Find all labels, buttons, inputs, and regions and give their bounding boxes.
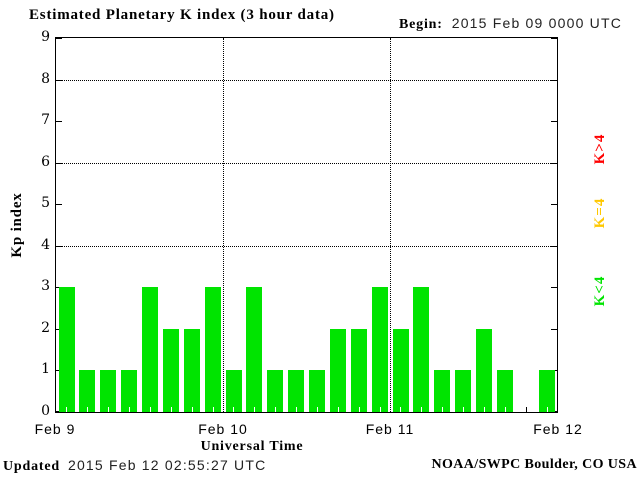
x-minor-tick: [547, 407, 548, 412]
kp-bar: [267, 370, 283, 412]
x-tick-label: Feb 12: [533, 421, 583, 437]
x-minor-tick: [380, 407, 381, 412]
footer-credit: NOAA/SWPC Boulder, CO USA: [431, 457, 637, 472]
kp-bar: [497, 370, 513, 412]
kp-bar: [205, 287, 221, 412]
x-minor-tick: [463, 407, 464, 412]
y-tick-label: 6: [41, 154, 50, 170]
x-minor-tick: [275, 407, 276, 412]
kp-bar: [455, 370, 471, 412]
kp-bar: [226, 370, 242, 412]
legend-item-k-eq-4: K=4: [592, 197, 608, 229]
begin-row: Begin: 2015 Feb 09 0000 UTC: [399, 15, 622, 33]
x-minor-tick: [150, 407, 151, 412]
chart-title: Estimated Planetary K index (3 hour data…: [29, 7, 335, 23]
legend-item-k-lt-4: K<4: [592, 275, 608, 307]
x-minor-tick: [484, 407, 485, 412]
kp-bar: [288, 370, 304, 412]
y-tick-label: 2: [41, 320, 50, 336]
y-tick-label: 5: [41, 195, 50, 211]
x-minor-tick: [254, 407, 255, 412]
y-tick-mark: [551, 80, 557, 81]
y-tick-mark: [56, 204, 62, 205]
x-minor-tick: [400, 407, 401, 412]
y-tick-label: 4: [41, 237, 50, 253]
kp-bar: [79, 370, 95, 412]
plot-area: [55, 37, 558, 413]
y-tick-label: 8: [41, 71, 50, 87]
x-minor-tick: [421, 407, 422, 412]
y-tick-label: 1: [41, 361, 50, 377]
kp-bar: [476, 329, 492, 412]
x-tick-label: Feb 11: [365, 421, 415, 437]
day-divider-feb-11: [390, 38, 391, 412]
updated-value: 2015 Feb 12 02:55:27 UTC: [67, 457, 267, 473]
kp-bar: [413, 287, 429, 412]
y-axis-title: Kp index: [9, 192, 25, 258]
y-tick-label: 9: [41, 29, 50, 45]
x-minor-tick: [359, 407, 360, 412]
updated-label: Updated: [3, 459, 60, 474]
x-minor-tick: [233, 407, 234, 412]
kp-bar: [246, 287, 262, 412]
y-tick-mark: [551, 329, 557, 330]
legend-item-k-gt-4: K>4: [592, 133, 608, 165]
y-tick-label: 7: [41, 112, 50, 128]
y-tick-mark: [56, 163, 62, 164]
day-divider-feb-10: [223, 38, 224, 412]
x-minor-tick: [66, 407, 67, 412]
y-tick-mark: [551, 38, 557, 39]
x-minor-tick: [108, 407, 109, 412]
kp-bar: [330, 329, 346, 412]
y-tick-mark: [56, 246, 62, 247]
kp-bar: [393, 329, 409, 412]
kp-bar: [142, 287, 158, 412]
y-tick-mark: [551, 204, 557, 205]
x-minor-tick: [213, 407, 214, 412]
kp-bar: [309, 370, 325, 412]
gridline-kp-8: [56, 79, 557, 81]
y-tick-mark: [551, 287, 557, 288]
x-minor-tick: [338, 407, 339, 412]
x-minor-tick: [192, 407, 193, 412]
x-minor-tick: [526, 407, 527, 412]
y-tick-mark: [551, 121, 557, 122]
x-axis-title: Universal Time: [200, 439, 304, 454]
kp-bar: [539, 370, 555, 412]
x-minor-tick: [296, 407, 297, 412]
y-tick-label: 3: [41, 278, 50, 294]
y-tick-mark: [56, 121, 62, 122]
x-minor-tick: [317, 407, 318, 412]
kp-bar: [372, 287, 388, 412]
x-minor-tick: [87, 407, 88, 412]
y-tick-mark: [56, 38, 62, 39]
y-tick-mark: [551, 246, 557, 247]
y-tick-mark: [551, 163, 557, 164]
y-tick-label: 0: [41, 403, 50, 419]
begin-value: 2015 Feb 09 0000 UTC: [451, 15, 623, 31]
kp-bar: [59, 287, 75, 412]
x-minor-tick: [442, 407, 443, 412]
x-tick-label: Feb 10: [198, 421, 248, 437]
kp-bar: [184, 329, 200, 412]
gridline-kp-6: [56, 162, 557, 164]
gridline-kp-4: [56, 245, 557, 247]
x-tick-label: Feb 9: [34, 421, 76, 437]
kp-bar: [351, 329, 367, 412]
kp-bar: [100, 370, 116, 412]
begin-label: Begin:: [399, 17, 443, 32]
footer-updated: Updated 2015 Feb 12 02:55:27 UTC: [3, 457, 266, 475]
x-minor-tick: [171, 407, 172, 412]
kp-bar: [434, 370, 450, 412]
kp-bar: [121, 370, 137, 412]
x-minor-tick: [505, 407, 506, 412]
kp-bar: [163, 329, 179, 412]
x-minor-tick: [129, 407, 130, 412]
y-tick-mark: [56, 80, 62, 81]
